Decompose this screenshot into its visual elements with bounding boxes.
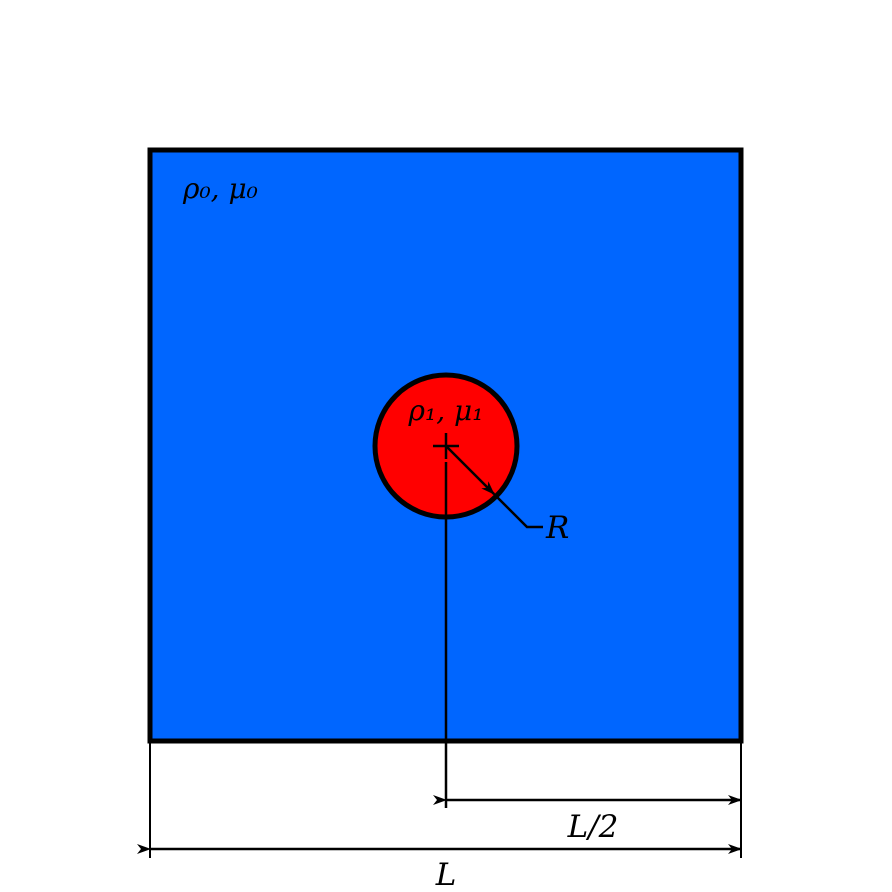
width-label: L: [435, 857, 457, 892]
inner-fluid-label: ρ₁, μ₁: [408, 394, 484, 427]
radius-arrow: [445, 445, 495, 495]
radius-leader: [493, 493, 543, 529]
half-width-label: L/2: [567, 809, 619, 845]
outer-fluid-label: ρ₀, μ₀: [182, 172, 258, 205]
radius-label: R: [545, 510, 569, 546]
